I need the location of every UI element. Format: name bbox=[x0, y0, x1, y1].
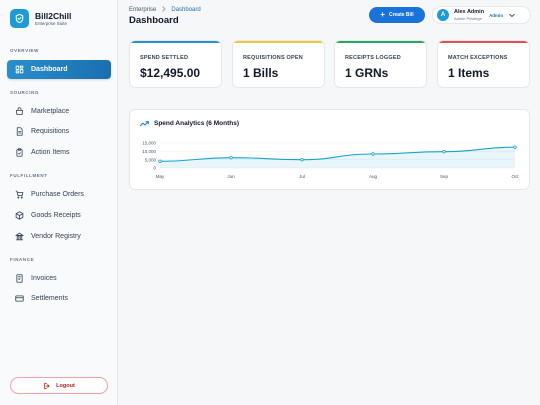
sidebar-item-label: Action Items bbox=[31, 149, 70, 156]
card-accent-bar bbox=[130, 41, 221, 43]
sidebar-item-dashboard[interactable]: Dashboard bbox=[7, 60, 111, 79]
data-point bbox=[442, 149, 446, 154]
chevron-down-icon[interactable] bbox=[509, 13, 515, 18]
sidebar-item-label: Vendor Registry bbox=[31, 233, 81, 240]
store-icon bbox=[14, 107, 24, 117]
sidebar-item-vendor-registry[interactable]: Vendor Registry bbox=[7, 227, 111, 246]
receipt-icon bbox=[14, 274, 24, 284]
kpi-label: RECEIPTS LOGGED bbox=[345, 55, 401, 61]
kpi-label: REQUISITIONS OPEN bbox=[243, 55, 303, 61]
kpi-card-receipts-logged: RECEIPTS LOGGED 1 GRNs bbox=[334, 40, 427, 88]
avatar: A bbox=[437, 9, 449, 21]
kpi-value: $12,495.00 bbox=[140, 66, 201, 80]
sidebar-item-marketplace[interactable]: Marketplace bbox=[7, 102, 111, 121]
user-menu[interactable]: A Alex Admin Admin Privilege Admin bbox=[432, 6, 531, 24]
card-accent-bar bbox=[233, 41, 324, 43]
x-tick-label: Oct bbox=[511, 174, 519, 179]
user-name: Alex Admin bbox=[454, 9, 485, 15]
sidebar-item-label: Goods Receipts bbox=[31, 212, 81, 219]
breadcrumb-root[interactable]: Enterprise bbox=[129, 7, 157, 13]
x-tick-label: May bbox=[156, 174, 165, 179]
user-role: Admin Privilege bbox=[454, 16, 482, 21]
data-point bbox=[513, 145, 517, 149]
kpi-value: 1 Items bbox=[448, 66, 490, 80]
card-accent-bar bbox=[335, 41, 426, 43]
box-icon bbox=[14, 211, 24, 221]
y-tick-label: 5,000 bbox=[145, 157, 157, 162]
sidebar-item-action-items[interactable]: Action Items bbox=[7, 143, 111, 162]
data-point bbox=[158, 159, 162, 164]
chart-title-text: Spend Analytics (6 Months) bbox=[154, 120, 239, 127]
sidebar-item-invoices[interactable]: Invoices bbox=[7, 269, 111, 288]
building-icon bbox=[14, 232, 24, 242]
sidebar-item-purchase-orders[interactable]: Purchase Orders bbox=[7, 185, 111, 204]
data-point bbox=[371, 152, 375, 156]
trending-up-icon bbox=[140, 120, 149, 127]
section-label-fulfillment: FULFILLMENT bbox=[10, 173, 48, 178]
sidebar-item-settlements[interactable]: Settlements bbox=[7, 289, 111, 308]
kpi-card-requisitions-open: REQUISITIONS OPEN 1 Bills bbox=[232, 40, 325, 88]
data-point bbox=[300, 157, 304, 162]
cart-icon bbox=[14, 190, 24, 200]
sidebar-item-label: Dashboard bbox=[31, 66, 68, 73]
clipboard-check-icon bbox=[14, 148, 24, 158]
logout-button[interactable]: Logout bbox=[10, 377, 108, 394]
logout-label: Logout bbox=[56, 382, 75, 389]
sidebar: Bill2Chill Enterprise Suite OVERVIEW Das… bbox=[0, 0, 118, 405]
sidebar-item-label: Settlements bbox=[31, 295, 68, 302]
create-bill-button[interactable]: + Create Bill bbox=[369, 7, 425, 23]
brand[interactable]: Bill2Chill Enterprise Suite bbox=[10, 9, 71, 28]
breadcrumb: Enterprise Dashboard bbox=[129, 6, 201, 14]
x-tick-label: Aug bbox=[369, 174, 378, 179]
plus-icon: + bbox=[380, 10, 385, 19]
role-badge: Admin bbox=[489, 12, 504, 18]
kpi-value: 1 Bills bbox=[243, 66, 279, 80]
card-icon bbox=[14, 294, 24, 304]
y-tick-label: 0 bbox=[153, 166, 156, 171]
x-tick-label: Jun bbox=[227, 174, 235, 179]
brand-subtitle: Enterprise Suite bbox=[35, 20, 68, 26]
x-tick-label: Jul bbox=[299, 174, 305, 179]
brand-name: Bill2Chill bbox=[35, 10, 72, 21]
kpi-value: 1 GRNs bbox=[345, 66, 389, 80]
create-bill-label: Create Bill bbox=[388, 12, 414, 18]
sidebar-item-label: Purchase Orders bbox=[31, 191, 84, 198]
breadcrumb-current: Dashboard bbox=[171, 7, 201, 13]
chart-title: Spend Analytics (6 Months) bbox=[140, 120, 239, 127]
x-tick-label: Sep bbox=[440, 174, 449, 179]
logout-icon bbox=[43, 382, 51, 390]
sidebar-item-label: Marketplace bbox=[31, 108, 70, 115]
kpi-label: MATCH EXCEPTIONS bbox=[448, 55, 508, 61]
section-label-sourcing: SOURCING bbox=[10, 90, 40, 95]
section-label-overview: OVERVIEW bbox=[10, 48, 39, 53]
card-accent-bar bbox=[438, 41, 529, 43]
y-tick-label: 15,000 bbox=[142, 141, 156, 146]
data-point bbox=[229, 155, 233, 160]
page-title: Dashboard bbox=[129, 15, 179, 26]
spend-analytics-card: Spend Analytics (6 Months) 15,000 10,000 5… bbox=[129, 109, 530, 190]
series-line bbox=[159, 146, 516, 162]
grid-icon bbox=[14, 65, 24, 75]
y-tick-label: 10,000 bbox=[142, 149, 156, 154]
sidebar-item-requisitions[interactable]: Requisitions bbox=[7, 122, 111, 141]
sidebar-item-label: Invoices bbox=[31, 275, 57, 282]
kpi-card-match-exceptions: MATCH EXCEPTIONS 1 Items bbox=[437, 40, 530, 88]
document-icon bbox=[14, 127, 24, 137]
shield-icon bbox=[10, 9, 29, 28]
kpi-label: SPEND SETTLED bbox=[140, 55, 189, 61]
section-label-finance: FINANCE bbox=[10, 257, 35, 262]
chevron-right-icon bbox=[161, 6, 167, 14]
sidebar-item-label: Requisitions bbox=[31, 128, 70, 135]
kpi-card-spend-settled: SPEND SETTLED $12,495.00 bbox=[129, 40, 222, 88]
sidebar-item-goods-receipts[interactable]: Goods Receipts bbox=[7, 206, 111, 225]
